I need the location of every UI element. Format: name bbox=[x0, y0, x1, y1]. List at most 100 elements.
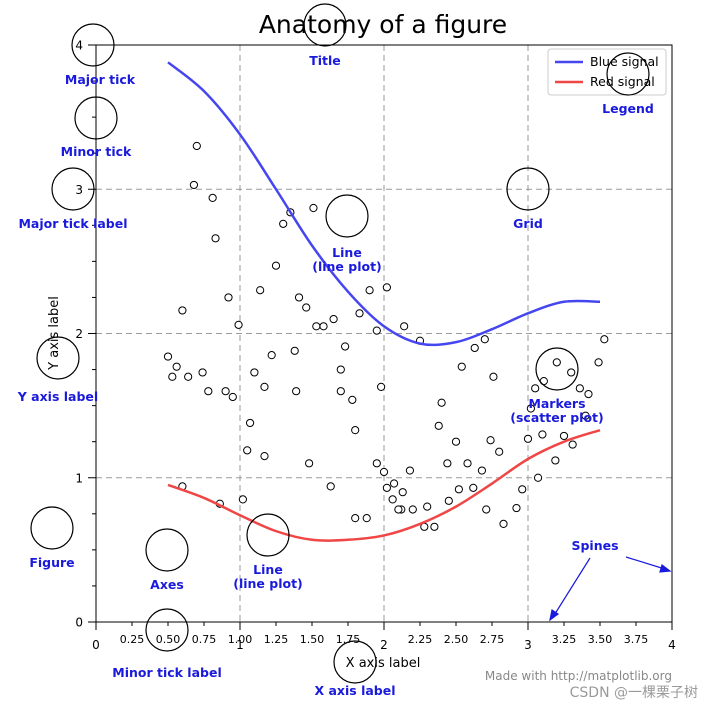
scatter-marker bbox=[482, 505, 491, 514]
scatter-marker bbox=[437, 398, 446, 407]
scatter-marker bbox=[192, 141, 201, 151]
scatter-marker bbox=[379, 467, 389, 477]
scatter-marker bbox=[329, 314, 338, 324]
scatter-marker bbox=[204, 387, 213, 396]
title-marker-circle bbox=[303, 3, 347, 47]
x-minor-tick-label: 3.75 bbox=[624, 633, 649, 646]
scatter-marker bbox=[208, 193, 217, 203]
scatter-marker bbox=[189, 180, 199, 190]
markers-annotation-text: (scatter plot) bbox=[510, 410, 603, 425]
x-major-tick-label: 2 bbox=[380, 638, 388, 652]
scatter-marker bbox=[267, 351, 276, 360]
scatter-marker bbox=[567, 368, 576, 377]
scatter-marker bbox=[211, 234, 220, 243]
scatter-marker bbox=[531, 384, 540, 393]
x-axis-label: X axis label bbox=[346, 656, 421, 671]
x-major-tick-label: 3 bbox=[524, 638, 532, 652]
spines-arrows bbox=[549, 556, 672, 622]
scatter-marker bbox=[489, 372, 498, 381]
ticks: 0 1 2 3 4 0.25 0.50 0.75 1.00 1.25 1.50 1.75 2.25 2.5… bbox=[75, 39, 675, 653]
scatter-marker bbox=[260, 452, 269, 461]
scatter-marker bbox=[245, 418, 255, 428]
spines-arrow-bottom bbox=[552, 557, 591, 618]
scatter-marker bbox=[538, 430, 547, 439]
grid bbox=[96, 45, 672, 622]
x-minor-tick-label: 0.50 bbox=[156, 633, 181, 646]
major-tick-marker-circle bbox=[71, 23, 115, 67]
y-major-tick-label: 4 bbox=[75, 39, 83, 53]
scatter-marker bbox=[512, 503, 521, 513]
y-major-tick-label: 0 bbox=[75, 616, 83, 630]
grid-marker-circle bbox=[506, 167, 550, 211]
scatter-marker bbox=[351, 426, 360, 435]
scatter-marker bbox=[377, 382, 386, 391]
scatter-marker bbox=[408, 505, 417, 514]
scatter-marker bbox=[443, 459, 452, 468]
line-lower-marker-circle bbox=[246, 513, 290, 557]
title-annotation-text: Title bbox=[309, 53, 341, 68]
scatter-marker bbox=[551, 456, 560, 465]
legend-annotation-text: Legend bbox=[602, 101, 654, 116]
scatter-marker bbox=[336, 387, 345, 396]
scatter-marker bbox=[312, 322, 321, 331]
scatter-marker bbox=[355, 309, 364, 318]
scatter-marker bbox=[163, 352, 173, 361]
scatter-marker bbox=[362, 514, 371, 523]
scatter-marker bbox=[405, 466, 415, 475]
red-signal-line bbox=[167, 428, 601, 542]
scatter-marker bbox=[526, 404, 535, 413]
scatter-marker bbox=[575, 384, 584, 393]
scatter-marker bbox=[454, 485, 463, 494]
y-axis-label-marker-circle bbox=[36, 336, 80, 380]
scatter-marker bbox=[351, 514, 360, 523]
scatter-marker bbox=[457, 362, 466, 371]
line-lower-annotation-text: (line plot) bbox=[233, 576, 303, 591]
scatter-marker bbox=[423, 502, 432, 511]
scatter-marker bbox=[480, 335, 489, 344]
line-upper-annotation-text: (line plot) bbox=[312, 259, 382, 274]
scatter-marker bbox=[184, 372, 193, 381]
scatter-marker bbox=[382, 283, 391, 292]
scatter-marker bbox=[326, 482, 335, 491]
scatter-marker bbox=[168, 372, 177, 381]
scatter-marker bbox=[568, 440, 577, 449]
x-minor-tick-label: 3.25 bbox=[552, 633, 577, 646]
major-tick-label-annotation-text: Major tick label bbox=[18, 216, 127, 231]
scatter-marker bbox=[336, 365, 345, 374]
spines-annotation-text: Spines bbox=[571, 538, 618, 553]
scatter-marker bbox=[294, 293, 304, 302]
scatter-marker bbox=[302, 303, 311, 312]
scatter-marker bbox=[552, 358, 561, 367]
markers-annotation-text: Markers bbox=[528, 396, 585, 411]
scatter-marker bbox=[290, 346, 299, 355]
scatter-marker bbox=[400, 322, 409, 331]
matplotlib-watermark: Made with http://matplotlib.org bbox=[485, 669, 672, 683]
minor-tick-label-annotation-text: Minor tick label bbox=[112, 665, 222, 680]
scatter-marker bbox=[292, 387, 301, 396]
scatter-marker bbox=[279, 219, 288, 228]
x-minor-tick-label: 0.25 bbox=[120, 633, 145, 646]
y-axis-label: Y axis label bbox=[47, 296, 62, 371]
scatter-marker bbox=[434, 421, 443, 430]
scatter-marker bbox=[463, 459, 472, 468]
scatter-marker bbox=[172, 362, 181, 371]
scatter-marker bbox=[430, 522, 439, 531]
scatter-marker bbox=[271, 261, 281, 270]
blue-signal-line bbox=[167, 61, 601, 347]
axes-marker-circle bbox=[145, 528, 189, 572]
x-minor-tick-label: 2.50 bbox=[444, 633, 469, 646]
scatter-marker bbox=[256, 286, 265, 295]
scatter-marker bbox=[309, 203, 318, 213]
scatter-marker bbox=[470, 343, 479, 353]
scatter-marker bbox=[499, 519, 508, 529]
line-upper-marker-circle bbox=[325, 194, 369, 238]
scatter-marker bbox=[260, 382, 269, 391]
x-major-tick-label: 0 bbox=[92, 638, 100, 652]
scatter-markers bbox=[163, 141, 609, 531]
scatter-marker bbox=[581, 411, 590, 420]
x-minor-tick-label: 2.25 bbox=[408, 633, 433, 646]
scatter-marker bbox=[394, 505, 403, 514]
x-axis-label-marker-circle bbox=[333, 640, 377, 684]
figure-marker-circle bbox=[30, 506, 74, 550]
x-minor-tick-label: 1.50 bbox=[300, 633, 325, 646]
